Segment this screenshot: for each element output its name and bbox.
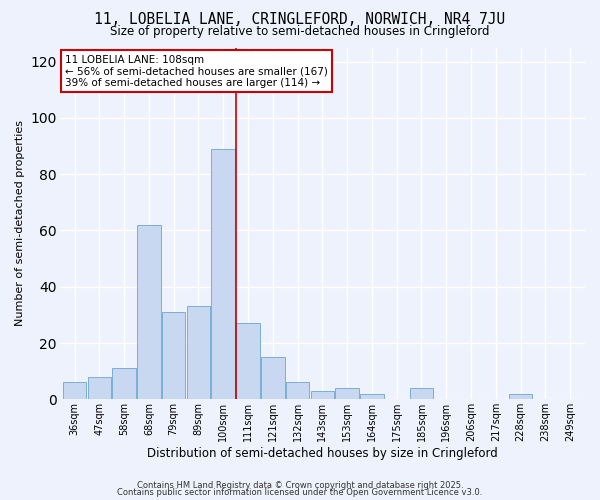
Y-axis label: Number of semi-detached properties: Number of semi-detached properties <box>15 120 25 326</box>
Text: 11 LOBELIA LANE: 108sqm
← 56% of semi-detached houses are smaller (167)
39% of s: 11 LOBELIA LANE: 108sqm ← 56% of semi-de… <box>65 54 328 88</box>
Bar <box>88 377 111 400</box>
X-axis label: Distribution of semi-detached houses by size in Cringleford: Distribution of semi-detached houses by … <box>147 447 498 460</box>
Bar <box>261 357 284 400</box>
Bar <box>137 225 161 400</box>
Bar <box>286 382 310 400</box>
Text: 11, LOBELIA LANE, CRINGLEFORD, NORWICH, NR4 7JU: 11, LOBELIA LANE, CRINGLEFORD, NORWICH, … <box>94 12 506 28</box>
Bar <box>311 391 334 400</box>
Bar <box>211 149 235 400</box>
Bar <box>335 388 359 400</box>
Bar <box>162 312 185 400</box>
Bar <box>360 394 383 400</box>
Bar <box>509 394 532 400</box>
Bar <box>112 368 136 400</box>
Bar <box>236 324 260 400</box>
Bar <box>187 306 210 400</box>
Text: Contains public sector information licensed under the Open Government Licence v3: Contains public sector information licen… <box>118 488 482 497</box>
Text: Contains HM Land Registry data © Crown copyright and database right 2025.: Contains HM Land Registry data © Crown c… <box>137 480 463 490</box>
Bar <box>410 388 433 400</box>
Bar <box>63 382 86 400</box>
Text: Size of property relative to semi-detached houses in Cringleford: Size of property relative to semi-detach… <box>110 25 490 38</box>
